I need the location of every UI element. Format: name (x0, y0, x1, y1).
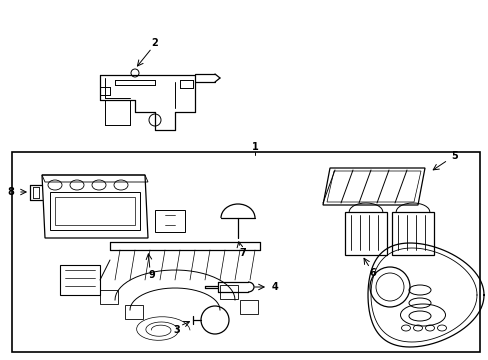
Text: 1: 1 (251, 142, 258, 152)
Text: 5: 5 (451, 151, 457, 161)
Text: 6: 6 (369, 268, 376, 278)
Text: 2: 2 (151, 38, 158, 48)
Text: 7: 7 (239, 248, 246, 258)
Bar (50, 192, 140, 230)
Bar (55, 197, 135, 225)
Bar (12, 152, 479, 352)
Text: 8: 8 (7, 187, 14, 197)
Text: 9: 9 (148, 270, 155, 280)
Text: 4: 4 (271, 282, 278, 292)
Text: 3: 3 (173, 325, 180, 335)
